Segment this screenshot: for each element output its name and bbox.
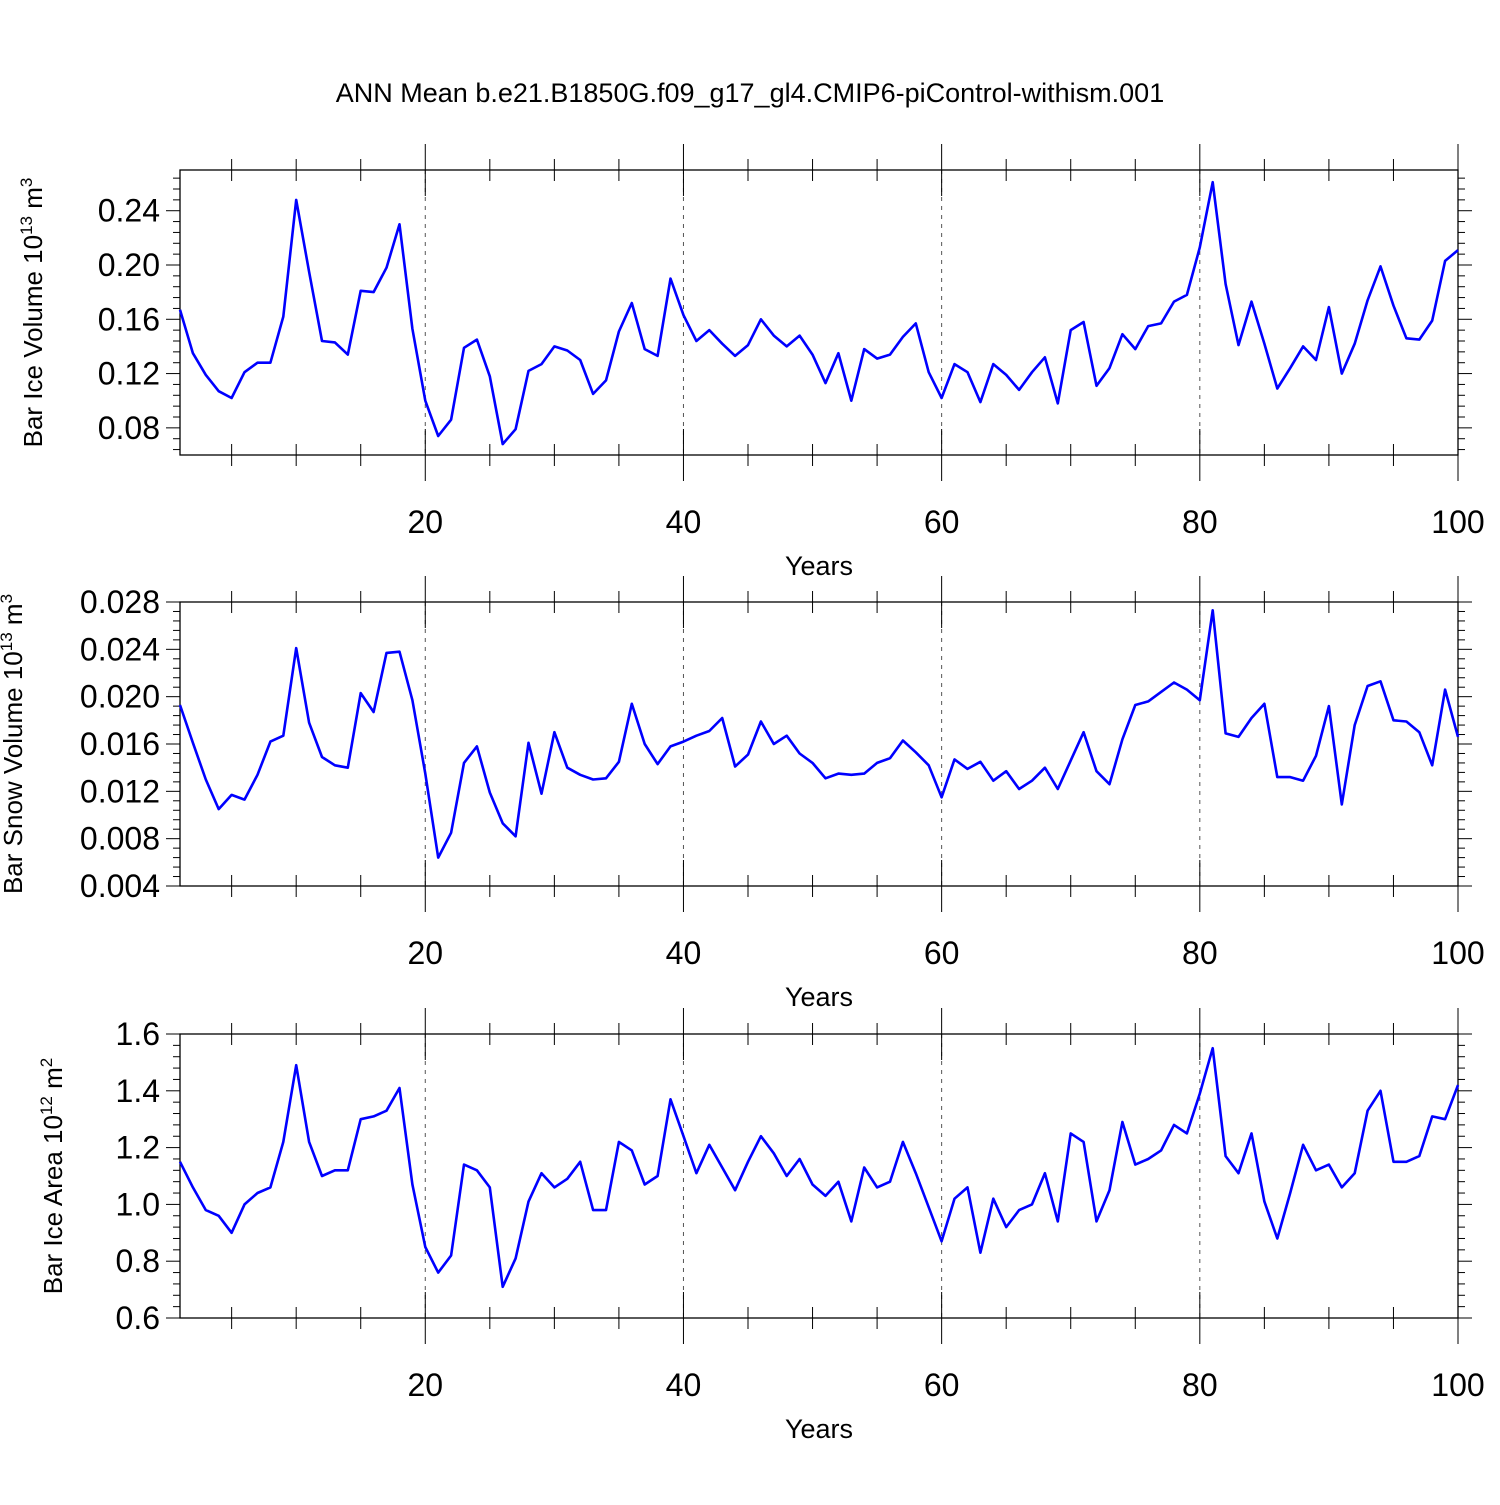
x-tick-label: 80: [1182, 1367, 1218, 1403]
y-tick-label: 0.08: [98, 410, 160, 446]
series-line: [178, 1046, 1460, 1289]
y-axis-label: Bar Ice Area 1012 m2: [37, 1058, 68, 1295]
y-tick-label: 1.0: [116, 1186, 160, 1222]
chart-title: ANN Mean b.e21.B1850G.f09_g17_gl4.CMIP6-…: [335, 78, 1165, 108]
y-tick-label: 0.004: [80, 868, 160, 904]
plot-frame: [179, 169, 1459, 456]
x-tick-label: 20: [407, 504, 443, 540]
y-tick-label: 0.12: [98, 356, 160, 392]
y-tick-label: 0.024: [80, 631, 160, 667]
x-tick-label: 20: [407, 935, 443, 971]
y-tick-label: 0.008: [80, 821, 160, 857]
x-tick-label: 100: [1431, 504, 1484, 540]
x-tick-label: 80: [1182, 935, 1218, 971]
y-tick-label: 0.020: [80, 679, 160, 715]
x-axis-label: Years: [785, 551, 853, 581]
x-tick-label: 40: [666, 504, 702, 540]
panel-3: 20 40 60 80 100 0.6 0.8 1.0 1.2 1.4 1.6 Years Bar Ic…: [37, 1008, 1485, 1444]
y-tick-label: 0.8: [116, 1243, 160, 1279]
x-tick-label: 20: [407, 1367, 443, 1403]
y-tick-label: 0.028: [80, 584, 160, 620]
y-tick-label: 0.6: [116, 1300, 160, 1336]
y-tick-label: 1.4: [116, 1073, 160, 1109]
series-line: [178, 180, 1459, 446]
x-tick-label: 40: [666, 1367, 702, 1403]
x-tick-label: 100: [1431, 1367, 1484, 1403]
y-axis-label: Bar Snow Volume 1013 m3: [0, 594, 28, 894]
x-tick-label: 40: [666, 935, 702, 971]
plot-frame: [179, 1033, 1459, 1319]
panel-2: 20 40 60 80 100 0.004 0.008 0.012 0.016 0.020 0.02…: [0, 576, 1485, 1012]
x-tick-label: 60: [924, 935, 960, 971]
y-tick-label: 0.24: [98, 193, 160, 229]
y-tick-label: 1.6: [116, 1016, 160, 1052]
y-axis-label: Bar Ice Volume 1013 m3: [17, 178, 48, 448]
x-axis-label: Years: [785, 1414, 853, 1444]
panel-1: 20 40 60 80 100 0.08 0.12 0.16 0.20 0.24 Years Bar …: [17, 144, 1485, 581]
y-tick-label: 0.16: [98, 301, 160, 337]
y-tick-label: 1.2: [116, 1130, 160, 1166]
x-tick-label: 60: [924, 504, 960, 540]
x-axis-label: Years: [785, 982, 853, 1012]
series-line: [178, 608, 1460, 859]
x-tick-label: 60: [924, 1367, 960, 1403]
y-tick-label: 0.012: [80, 773, 160, 809]
x-tick-label: 80: [1182, 504, 1218, 540]
x-tick-label: 100: [1431, 935, 1484, 971]
y-tick-label: 0.20: [98, 247, 160, 283]
y-tick-label: 0.016: [80, 726, 160, 762]
plot-frame: [179, 601, 1459, 887]
